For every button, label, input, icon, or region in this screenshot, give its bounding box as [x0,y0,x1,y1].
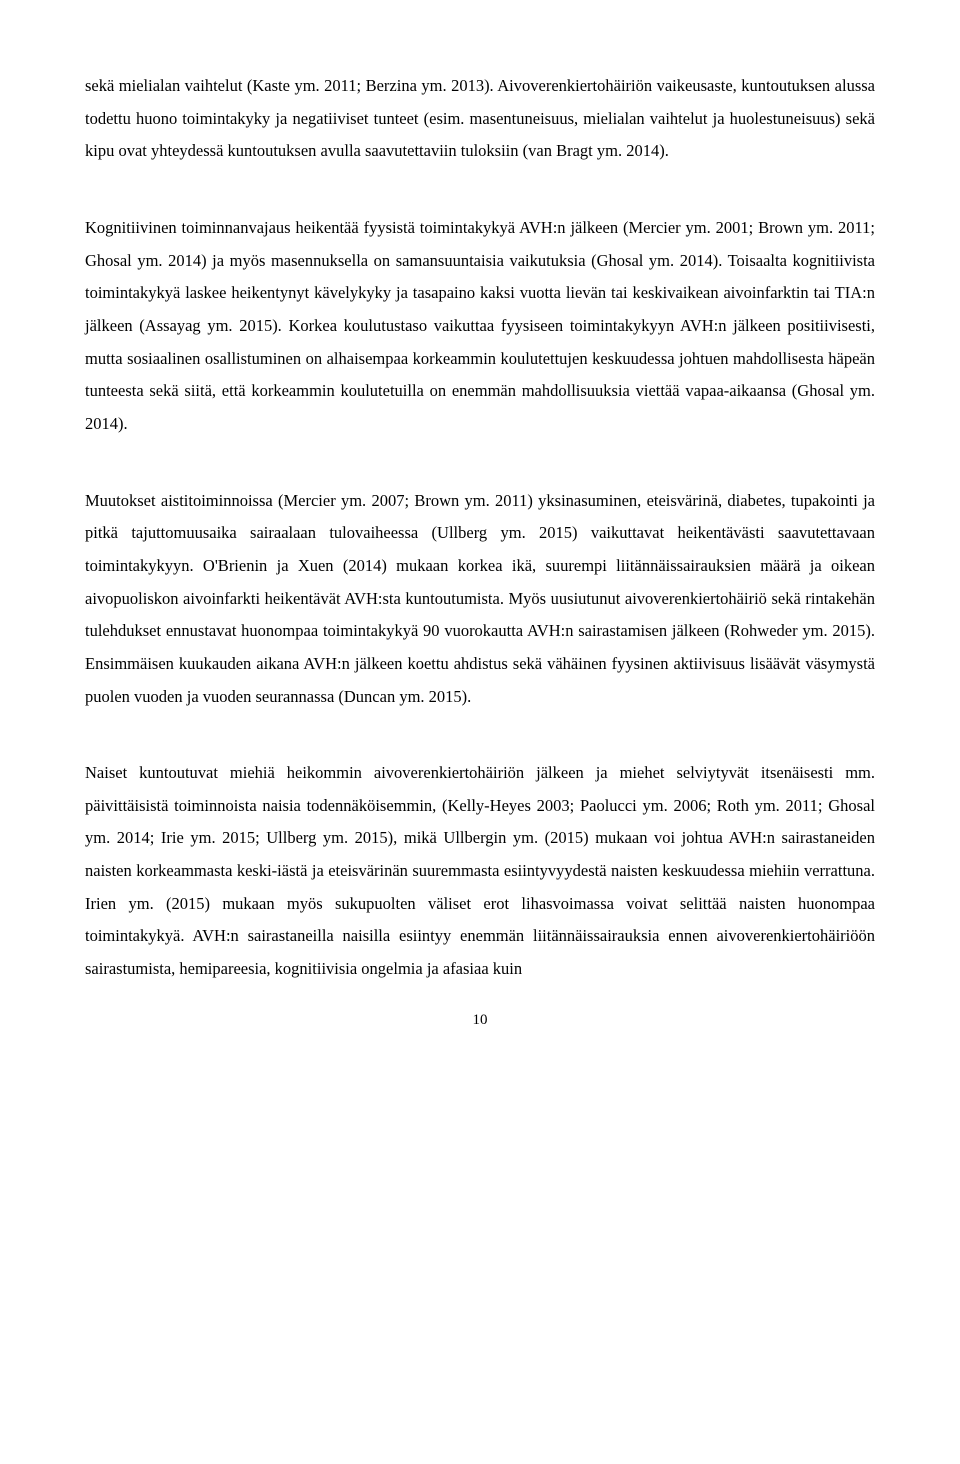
page-number: 10 [85,1012,875,1029]
paragraph-3: Muutokset aistitoiminnoissa (Mercier ym.… [85,485,875,714]
paragraph-1: sekä mielialan vaihtelut (Kaste ym. 2011… [85,70,875,168]
paragraph-2: Kognitiivinen toiminnanvajaus heikentää … [85,212,875,441]
paragraph-4: Naiset kuntoutuvat miehiä heikommin aivo… [85,757,875,986]
